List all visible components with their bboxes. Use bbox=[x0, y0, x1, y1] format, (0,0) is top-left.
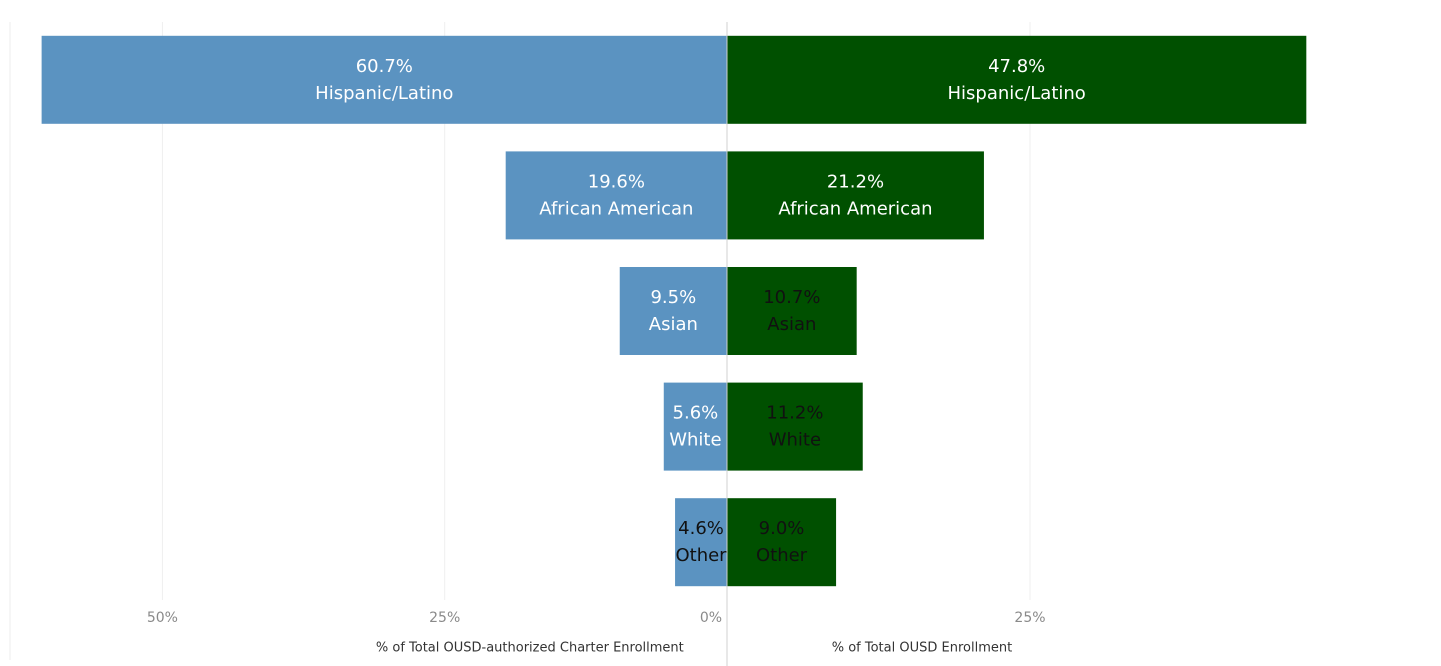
category-label: Asian bbox=[767, 314, 816, 335]
bar bbox=[727, 382, 863, 471]
value-label: 21.2% bbox=[827, 171, 884, 192]
category-label: Other bbox=[756, 545, 808, 566]
value-label: 47.8% bbox=[988, 56, 1045, 77]
bar bbox=[727, 35, 1307, 124]
bar bbox=[675, 498, 727, 587]
value-label: 19.6% bbox=[588, 171, 645, 192]
category-label: White bbox=[769, 430, 821, 451]
bar bbox=[727, 151, 984, 240]
value-label: 4.6% bbox=[678, 518, 724, 539]
value-label: 10.7% bbox=[763, 287, 820, 308]
bar bbox=[619, 267, 727, 355]
category-label: African American bbox=[539, 198, 693, 219]
category-label: African American bbox=[778, 198, 932, 219]
category-label: Hispanic/Latino bbox=[315, 83, 453, 104]
value-label: 5.6% bbox=[673, 403, 719, 424]
value-label: 9.0% bbox=[759, 518, 805, 539]
bar bbox=[41, 35, 728, 124]
value-label: 9.5% bbox=[650, 287, 696, 308]
value-label: 11.2% bbox=[766, 403, 823, 424]
category-label: Other bbox=[675, 545, 727, 566]
bar bbox=[505, 151, 727, 240]
x-axis-title: % of Total OUSD Enrollment bbox=[832, 641, 1012, 656]
x-tick-label: 25% bbox=[1014, 610, 1045, 626]
category-label: White bbox=[669, 430, 721, 451]
x-axis-title: % of Total OUSD-authorized Charter Enrol… bbox=[376, 641, 684, 656]
bar bbox=[727, 267, 857, 355]
category-label: Hispanic/Latino bbox=[948, 83, 1086, 104]
category-label: Asian bbox=[649, 314, 698, 335]
bar bbox=[727, 498, 837, 587]
value-label: 60.7% bbox=[356, 56, 413, 77]
bar bbox=[663, 382, 727, 471]
x-tick-label: 25% bbox=[429, 610, 460, 626]
x-tick-label: 50% bbox=[147, 610, 178, 626]
x-tick-label: 0% bbox=[700, 610, 722, 626]
